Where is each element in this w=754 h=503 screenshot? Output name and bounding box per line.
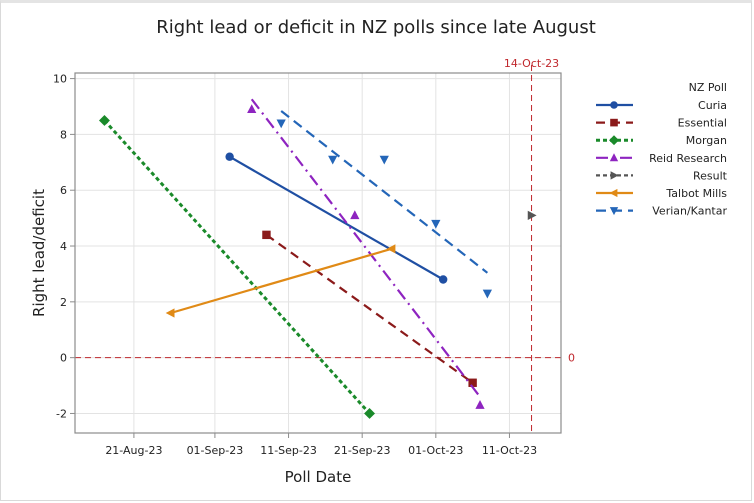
- series-layer: [98, 98, 537, 419]
- y-tick-label: 2: [60, 296, 67, 309]
- series-morgan: [98, 114, 376, 419]
- plot-border: [74, 72, 562, 434]
- point-curia: [225, 152, 234, 161]
- legend-marker-morgan: [609, 135, 619, 146]
- series-essential: [262, 230, 477, 387]
- y-tick-label: 4: [60, 240, 67, 253]
- legend-item-curia: Curia: [596, 99, 727, 112]
- trend-line-morgan: [103, 119, 371, 415]
- legend-label-essential: Essential: [678, 117, 727, 130]
- y-tick-label: 10: [53, 73, 67, 86]
- x-tick-label: 01-Sep-23: [187, 444, 244, 457]
- legend-label-talbot-mills: Talbot Mills: [665, 187, 727, 200]
- legend-item-verian-kantar: Verian/Kantar: [596, 205, 727, 218]
- legend-marker-result: [610, 171, 619, 180]
- trend-line-talbot-mills: [170, 247, 392, 315]
- series-talbot-mills: [165, 244, 396, 318]
- x-tick-label: 21-Aug-23: [105, 444, 162, 457]
- point-reid-research: [247, 104, 257, 114]
- legend-label-verian-kantar: Verian/Kantar: [652, 205, 727, 218]
- point-essential: [262, 230, 271, 240]
- point-morgan: [364, 408, 376, 419]
- point-morgan: [98, 114, 110, 126]
- point-talbot-mills: [165, 308, 175, 318]
- y-tick-label: 6: [60, 184, 67, 197]
- legend-item-reid-research: Reid Research: [596, 152, 727, 165]
- series-verian-kantar: [276, 110, 492, 299]
- trend-line-essential: [265, 233, 474, 384]
- legend-marker-curia: [610, 101, 618, 109]
- point-result: [527, 210, 537, 220]
- legend-label-morgan: Morgan: [686, 134, 727, 147]
- y-tick-label: 8: [60, 128, 67, 141]
- trend-line-verian-kantar: [280, 110, 489, 274]
- series-reid-research: [247, 98, 485, 409]
- y-tick-label: 0: [60, 352, 67, 365]
- legend-marker-talbot-mills: [609, 188, 618, 198]
- point-verian-kantar: [276, 119, 286, 129]
- legend-marker-essential: [610, 118, 618, 127]
- election-date-label: 14-Oct-23: [504, 57, 559, 70]
- point-verian-kantar: [379, 155, 389, 165]
- trend-line-reid-research: [250, 98, 481, 398]
- point-verian-kantar: [431, 219, 441, 229]
- trend-line-curia: [229, 155, 444, 281]
- legend-item-result: Result: [596, 169, 728, 182]
- x-tick-label: 11-Sep-23: [260, 444, 317, 457]
- legend: NZ Poll Curia Essential Morgan Reid Research…: [596, 81, 728, 218]
- x-axis-label: Poll Date: [285, 468, 352, 486]
- legend-item-talbot-mills: Talbot Mills: [596, 187, 727, 200]
- grid: [75, 73, 561, 433]
- point-reid-research: [350, 210, 360, 220]
- x-tick-label: 21-Sep-23: [334, 444, 391, 457]
- point-verian-kantar: [328, 155, 338, 165]
- point-reid-research: [475, 400, 485, 409]
- y-tick-label: -2: [56, 407, 67, 420]
- axes: -2 0 2 4 6 8 10 21-Aug-23 01-Sep-23 11-Sep-23 21-S…: [53, 73, 537, 457]
- legend-title: NZ Poll: [689, 81, 727, 94]
- legend-marker-reid-research: [609, 153, 619, 162]
- point-curia: [438, 275, 448, 284]
- legend-item-morgan: Morgan: [596, 134, 727, 147]
- legend-label-curia: Curia: [698, 99, 727, 112]
- legend-item-essential: Essential: [596, 117, 727, 130]
- legend-label-result: Result: [693, 169, 728, 182]
- series-result: [527, 210, 537, 220]
- legend-marker-verian-kantar: [609, 207, 619, 216]
- reference-lines: 0 14-Oct-23: [75, 57, 575, 433]
- point-talbot-mills: [386, 244, 396, 254]
- legend-label-reid-research: Reid Research: [649, 152, 727, 165]
- x-tick-label: 11-Oct-23: [482, 444, 537, 457]
- chart-title: Right lead or deficit in NZ polls since …: [156, 17, 596, 38]
- y-axis-label: Right lead/deficit: [30, 189, 48, 317]
- series-curia: [225, 152, 448, 284]
- zero-reference-label: 0: [568, 352, 575, 365]
- point-essential: [468, 378, 477, 387]
- x-tick-label: 01-Oct-23: [408, 444, 463, 457]
- point-verian-kantar: [482, 289, 492, 299]
